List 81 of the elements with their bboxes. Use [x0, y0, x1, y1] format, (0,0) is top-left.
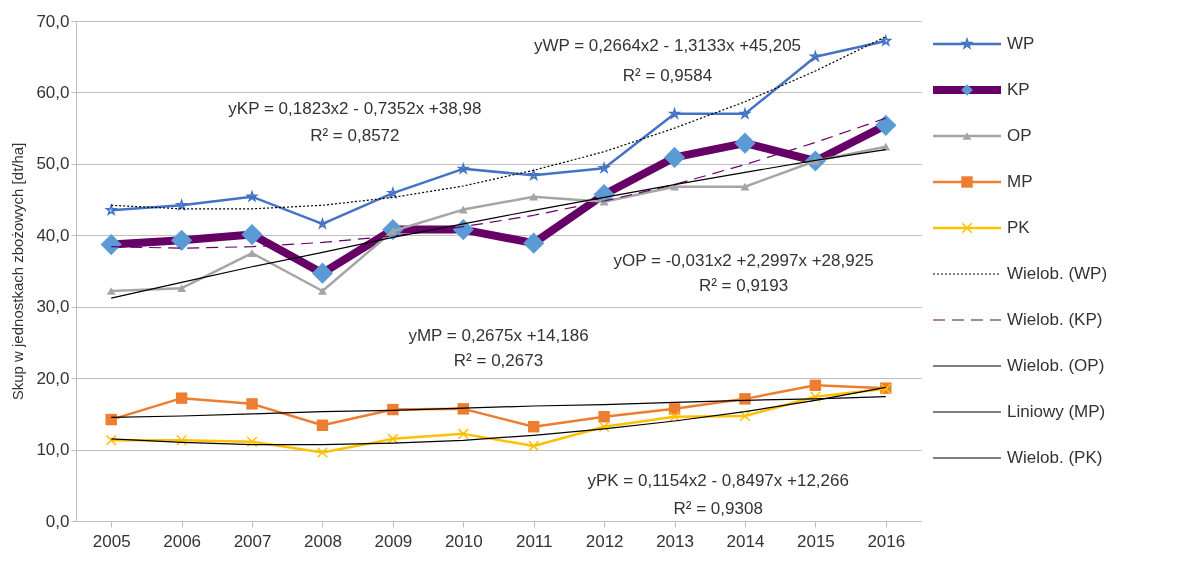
annotation: R² = 0,2673: [453, 351, 544, 370]
point: [740, 182, 750, 191]
point: [171, 229, 193, 251]
y-tick-label: 60,0: [36, 82, 70, 102]
point: [246, 398, 258, 410]
point: [523, 232, 545, 254]
point: [734, 132, 756, 154]
legend-label: Liniowy (MP): [1007, 402, 1106, 421]
annotation: yPK = 0,1154x2 - 0,8497x +12,266: [587, 471, 849, 490]
point: [875, 114, 897, 136]
point: [247, 249, 257, 258]
point: [528, 440, 540, 452]
point: [246, 436, 258, 448]
legend-label: MP: [1007, 172, 1033, 191]
point: [317, 287, 327, 295]
point: [105, 204, 117, 215]
point: [739, 410, 751, 422]
annotation: yMP = 0,2675x +14,186: [408, 326, 589, 345]
y-tick-label: 70,0: [36, 11, 70, 31]
point: [105, 434, 117, 446]
x-tick-label: 2005: [92, 531, 131, 551]
point: [663, 146, 686, 169]
x-tick-label: 2006: [163, 531, 202, 551]
x-tick-label: 2012: [585, 531, 624, 551]
point: [880, 35, 892, 46]
legend-label: PK: [1007, 218, 1031, 237]
annotation: R² = 0,9584: [622, 66, 713, 85]
point: [809, 379, 822, 391]
point: [176, 199, 187, 210]
y-tick-label: 30,0: [36, 297, 70, 317]
x-tick-label: 2016: [867, 531, 906, 551]
point: [176, 434, 188, 446]
x-tick-label: 2009: [374, 531, 413, 551]
x-tick-label: 2008: [304, 531, 342, 551]
legend-label: KP: [1007, 80, 1030, 99]
point: [100, 233, 122, 256]
legend-label: WP: [1007, 34, 1035, 53]
point: [317, 218, 328, 229]
y-tick-label: 50,0: [36, 154, 70, 174]
point: [739, 393, 751, 405]
point: [175, 392, 188, 404]
point: [316, 419, 329, 431]
point: [387, 187, 399, 198]
annotation: yWP = 0,2664x2 - 1,3133x +45,205: [533, 36, 802, 55]
y-axis-title: Skup w jednostkach zbożowych [dt/ha]: [9, 142, 27, 401]
point: [457, 428, 469, 440]
point: [598, 162, 610, 173]
y-tick-label: 0,0: [45, 511, 70, 531]
point: [311, 262, 334, 284]
point: [241, 223, 263, 246]
annotation: R² = 0,8572: [310, 126, 400, 145]
point: [598, 421, 610, 433]
point: [668, 403, 681, 415]
legend-label: Wielob. (WP): [1007, 264, 1108, 283]
x-tick-label: 2015: [796, 531, 835, 551]
annotation: yOP = -0,031x2 +2,2997x +28,925: [613, 251, 874, 270]
point: [387, 433, 399, 445]
point: [739, 108, 751, 119]
point: [106, 287, 116, 295]
legend-label: Wielob. (KP): [1007, 310, 1103, 329]
x-tick-label: 2014: [726, 531, 765, 551]
y-tick-label: 10,0: [36, 440, 70, 460]
y-tick-label: 20,0: [36, 368, 70, 388]
point: [670, 182, 680, 191]
point: [529, 192, 539, 201]
annotation: yKP = 0,1823x2 - 0,7352x +38,98: [228, 98, 482, 118]
y-tick-label: 40,0: [36, 225, 70, 245]
annotation: R² = 0,9308: [673, 498, 763, 518]
point: [316, 446, 328, 458]
x-tick-label: 2011: [515, 531, 553, 551]
point: [598, 411, 610, 423]
point: [528, 421, 540, 433]
point: [177, 284, 187, 293]
legend-label: Wielob. (PK): [1007, 448, 1103, 467]
x-tick-label: 2007: [233, 531, 272, 551]
point: [669, 411, 681, 423]
x-tick-label: 2013: [656, 531, 694, 551]
legend-label: Wielob. (OP): [1007, 356, 1105, 375]
annotation: R² = 0,9193: [698, 276, 789, 295]
x-tick-label: 2010: [444, 531, 483, 551]
legend-label: OP: [1007, 126, 1032, 145]
